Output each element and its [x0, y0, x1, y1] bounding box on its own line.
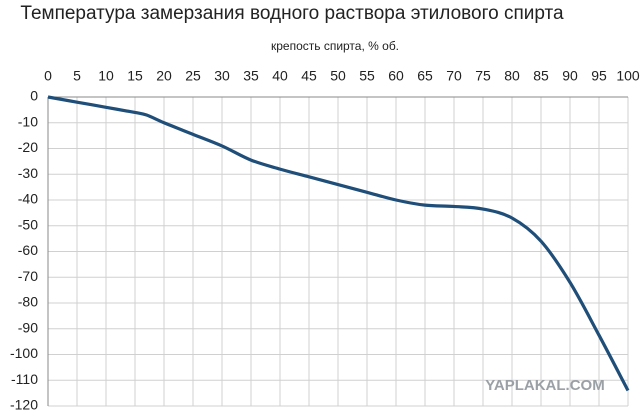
x-tick-label: 15	[127, 68, 143, 84]
x-tick-label: 80	[504, 68, 520, 84]
y-tick-label: -40	[18, 191, 38, 207]
x-tick-label: 60	[388, 68, 404, 84]
x-tick-label: 5	[73, 68, 81, 84]
y-tick-label: -10	[18, 113, 38, 129]
x-tick-label: 35	[243, 68, 259, 84]
y-tick-label: -90	[18, 319, 38, 335]
y-tick-label: -110	[11, 371, 38, 387]
x-tick-label: 30	[214, 68, 230, 84]
chart-title: Температура замерзания водного раствора …	[20, 3, 564, 24]
x-tick-label: 50	[330, 68, 346, 84]
x-tick-label: 25	[185, 68, 201, 84]
x-tick-label: 0	[44, 68, 52, 84]
x-tick-label: 55	[359, 68, 375, 84]
y-tick-label: -100	[10, 345, 38, 361]
x-axis-label: крепость спирта, % об.	[271, 39, 399, 53]
x-tick-label: 100	[616, 68, 640, 84]
y-tick-label: -50	[18, 216, 38, 232]
y-tick-label: -60	[18, 242, 38, 258]
x-tick-label: 85	[533, 68, 549, 84]
y-tick-label: -20	[18, 139, 38, 155]
y-tick-label: -120	[10, 397, 38, 413]
y-tick-label: -30	[18, 165, 38, 181]
x-tick-label: 65	[417, 68, 433, 84]
y-tick-label: -80	[18, 294, 38, 310]
x-tick-label: 75	[475, 68, 491, 84]
x-tick-label: 90	[562, 68, 578, 84]
y-tick-label: 0	[30, 88, 38, 104]
x-tick-label: 40	[272, 68, 288, 84]
x-tick-label: 70	[446, 68, 462, 84]
y-tick-label: -70	[18, 268, 38, 284]
line-series	[47, 95, 630, 392]
watermark: YAPLAKAL.COM	[485, 377, 604, 394]
x-tick-label: 45	[301, 68, 317, 84]
x-tick-label: 20	[156, 68, 172, 84]
x-tick-label: 95	[591, 68, 607, 84]
x-tick-label: 10	[98, 68, 114, 84]
